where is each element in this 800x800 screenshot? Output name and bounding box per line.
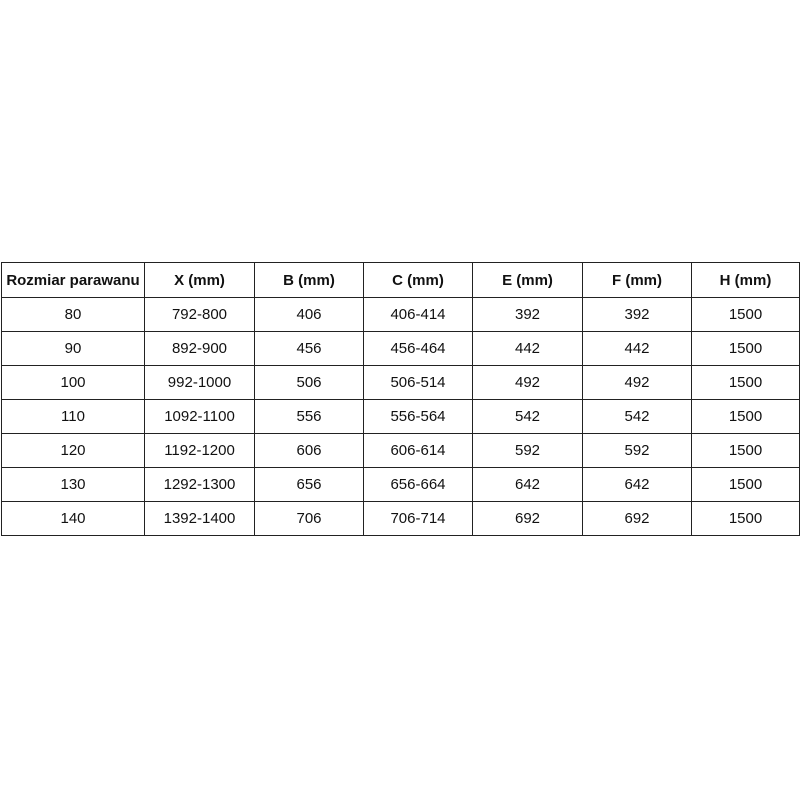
table-cell: 442 <box>472 331 583 366</box>
table-row: 90 892-900 456 456-464 442 442 1500 <box>1 331 800 366</box>
table-cell: 706 <box>254 501 364 536</box>
table-cell: 642 <box>582 467 692 502</box>
table-cell: 1500 <box>691 399 800 434</box>
table-row: 130 1292-1300 656 656-664 642 642 1500 <box>1 467 800 502</box>
table-cell: 1092-1100 <box>144 399 255 434</box>
table-cell: 506 <box>254 365 364 400</box>
table-cell: 1500 <box>691 467 800 502</box>
table-cell: 692 <box>582 501 692 536</box>
table-cell: 140 <box>1 501 145 536</box>
table-row: 80 792-800 406 406-414 392 392 1500 <box>1 297 800 332</box>
table-cell: 542 <box>472 399 583 434</box>
table-cell: 506-514 <box>363 365 473 400</box>
table-cell: 706-714 <box>363 501 473 536</box>
table-cell: 556 <box>254 399 364 434</box>
dimensions-table: Rozmiar parawanu X (mm) B (mm) C (mm) E (mm)… <box>1 262 800 536</box>
table-cell: 100 <box>1 365 145 400</box>
table-cell: 130 <box>1 467 145 502</box>
table-cell: 642 <box>472 467 583 502</box>
table-row: 120 1192-1200 606 606-614 592 592 1500 <box>1 433 800 468</box>
table-cell: 792-800 <box>144 297 255 332</box>
table-cell: 456-464 <box>363 331 473 366</box>
table-cell: 1500 <box>691 365 800 400</box>
table-cell: 592 <box>472 433 583 468</box>
header-row: Rozmiar parawanu X (mm) B (mm) C (mm) E (mm)… <box>1 262 800 298</box>
table-row: 140 1392-1400 706 706-714 692 692 1500 <box>1 501 800 536</box>
table-cell: 592 <box>582 433 692 468</box>
table-cell: 1500 <box>691 433 800 468</box>
table-cell: 992-1000 <box>144 365 255 400</box>
column-header: H (mm) <box>691 262 800 298</box>
table-cell: 542 <box>582 399 692 434</box>
table-cell: 1500 <box>691 501 800 536</box>
table-cell: 1292-1300 <box>144 467 255 502</box>
table-cell: 492 <box>582 365 692 400</box>
table-cell: 110 <box>1 399 145 434</box>
table-cell: 120 <box>1 433 145 468</box>
column-header: C (mm) <box>363 262 473 298</box>
table-cell: 1500 <box>691 297 800 332</box>
table-cell: 456 <box>254 331 364 366</box>
table-row: 110 1092-1100 556 556-564 542 542 1500 <box>1 399 800 434</box>
table-cell: 392 <box>472 297 583 332</box>
table-cell: 1392-1400 <box>144 501 255 536</box>
column-header: B (mm) <box>254 262 364 298</box>
column-header: F (mm) <box>582 262 692 298</box>
column-header: X (mm) <box>144 262 255 298</box>
table-cell: 406-414 <box>363 297 473 332</box>
table-cell: 392 <box>582 297 692 332</box>
table-cell: 442 <box>582 331 692 366</box>
table-cell: 892-900 <box>144 331 255 366</box>
table-row: 100 992-1000 506 506-514 492 492 1500 <box>1 365 800 400</box>
table-cell: 90 <box>1 331 145 366</box>
table-cell: 1192-1200 <box>144 433 255 468</box>
table-cell: 656 <box>254 467 364 502</box>
table-cell: 692 <box>472 501 583 536</box>
table-cell: 1500 <box>691 331 800 366</box>
table-cell: 606-614 <box>363 433 473 468</box>
table-cell: 406 <box>254 297 364 332</box>
table-cell: 80 <box>1 297 145 332</box>
table-cell: 492 <box>472 365 583 400</box>
column-header: Rozmiar parawanu <box>1 262 145 298</box>
column-header: E (mm) <box>472 262 583 298</box>
table-cell: 606 <box>254 433 364 468</box>
table-cell: 556-564 <box>363 399 473 434</box>
table-cell: 656-664 <box>363 467 473 502</box>
